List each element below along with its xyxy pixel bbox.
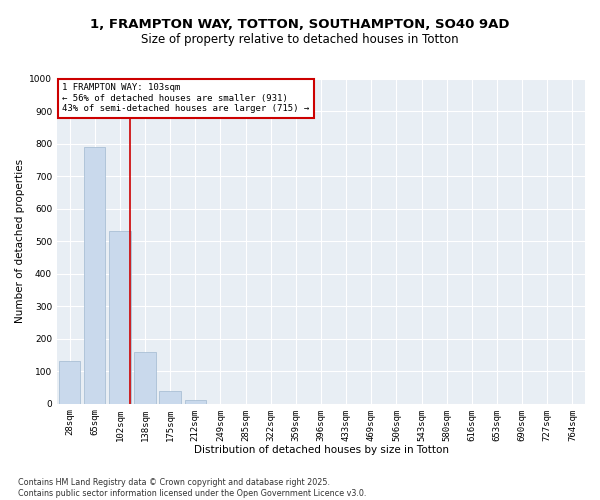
Text: 1, FRAMPTON WAY, TOTTON, SOUTHAMPTON, SO40 9AD: 1, FRAMPTON WAY, TOTTON, SOUTHAMPTON, SO… (90, 18, 510, 30)
Text: 1 FRAMPTON WAY: 103sqm
← 56% of detached houses are smaller (931)
43% of semi-de: 1 FRAMPTON WAY: 103sqm ← 56% of detached… (62, 84, 310, 113)
Text: Contains HM Land Registry data © Crown copyright and database right 2025.
Contai: Contains HM Land Registry data © Crown c… (18, 478, 367, 498)
Bar (134, 352, 156, 404)
X-axis label: Distribution of detached houses by size in Totton: Distribution of detached houses by size … (194, 445, 449, 455)
Bar (185, 400, 206, 404)
Bar (109, 232, 131, 404)
Bar (160, 390, 181, 404)
Bar (84, 147, 106, 404)
Bar (59, 362, 80, 404)
Y-axis label: Number of detached properties: Number of detached properties (15, 159, 25, 323)
Text: Size of property relative to detached houses in Totton: Size of property relative to detached ho… (141, 32, 459, 46)
